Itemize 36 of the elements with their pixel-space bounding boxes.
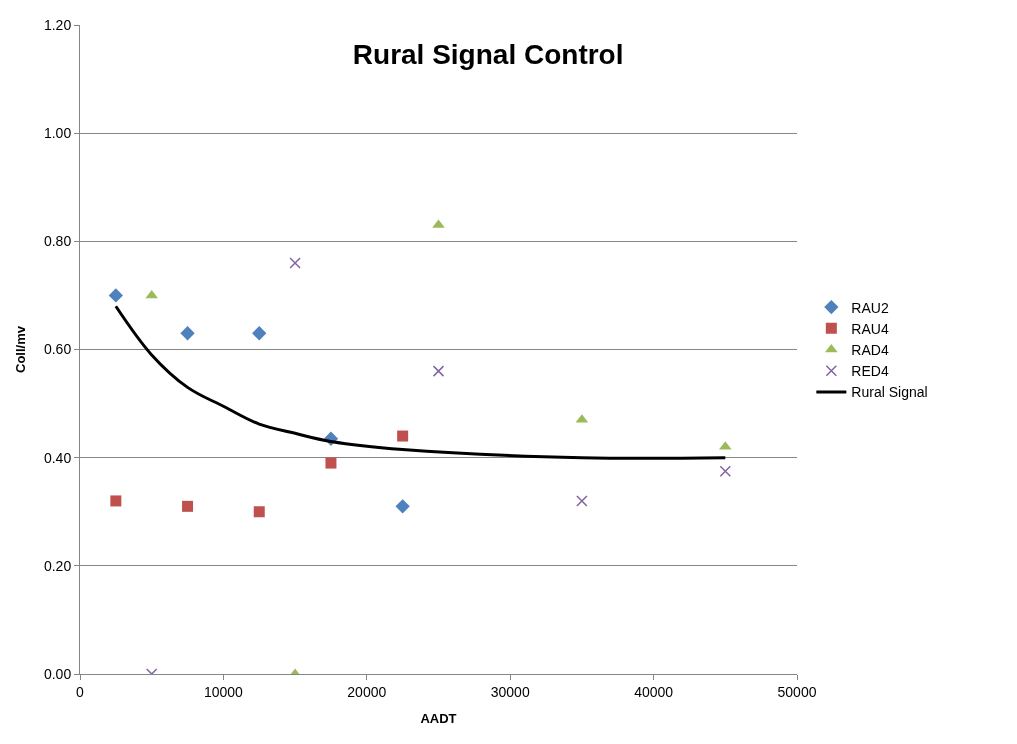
y-tick-label: 0.20 xyxy=(43,557,72,574)
x-tick-label: 10000 xyxy=(203,683,244,700)
legend-label: RED4 xyxy=(851,363,889,380)
point xyxy=(180,326,195,341)
x-tick-label: 40000 xyxy=(634,683,674,700)
x-tick-label: 20000 xyxy=(347,683,387,700)
point xyxy=(145,289,159,299)
point xyxy=(395,499,410,514)
point xyxy=(432,365,445,377)
legend-label: RAU2 xyxy=(851,299,889,316)
legend-label: Rural Signal xyxy=(851,384,928,401)
x-tick-label: 0 xyxy=(76,683,85,700)
x-tick-label: 50000 xyxy=(777,683,817,700)
y-tick-label: 1.00 xyxy=(43,125,72,142)
legend-label: RAU4 xyxy=(851,320,889,337)
point xyxy=(289,257,301,269)
point xyxy=(110,495,122,507)
line-series xyxy=(114,304,727,460)
point xyxy=(253,506,265,518)
x-axis-title: AADT xyxy=(420,711,457,727)
y-tick-label: 0.40 xyxy=(43,449,72,466)
y-tick-label: 1.20 xyxy=(43,16,72,33)
point xyxy=(325,457,337,469)
point xyxy=(108,288,123,303)
text: Rural Signal Control xyxy=(352,39,624,71)
point xyxy=(397,430,409,442)
point xyxy=(576,495,588,507)
y-axis-title: Coll/mv xyxy=(12,325,28,373)
point xyxy=(719,465,732,477)
y-tick-label: 0.80 xyxy=(43,233,72,250)
point xyxy=(182,500,194,512)
point xyxy=(252,326,267,341)
y-tick-label: 0.60 xyxy=(43,341,72,358)
y-tick-label: 0.00 xyxy=(43,665,72,682)
x-tick-label: 30000 xyxy=(490,683,530,700)
legend-label: RAD4 xyxy=(851,341,889,358)
